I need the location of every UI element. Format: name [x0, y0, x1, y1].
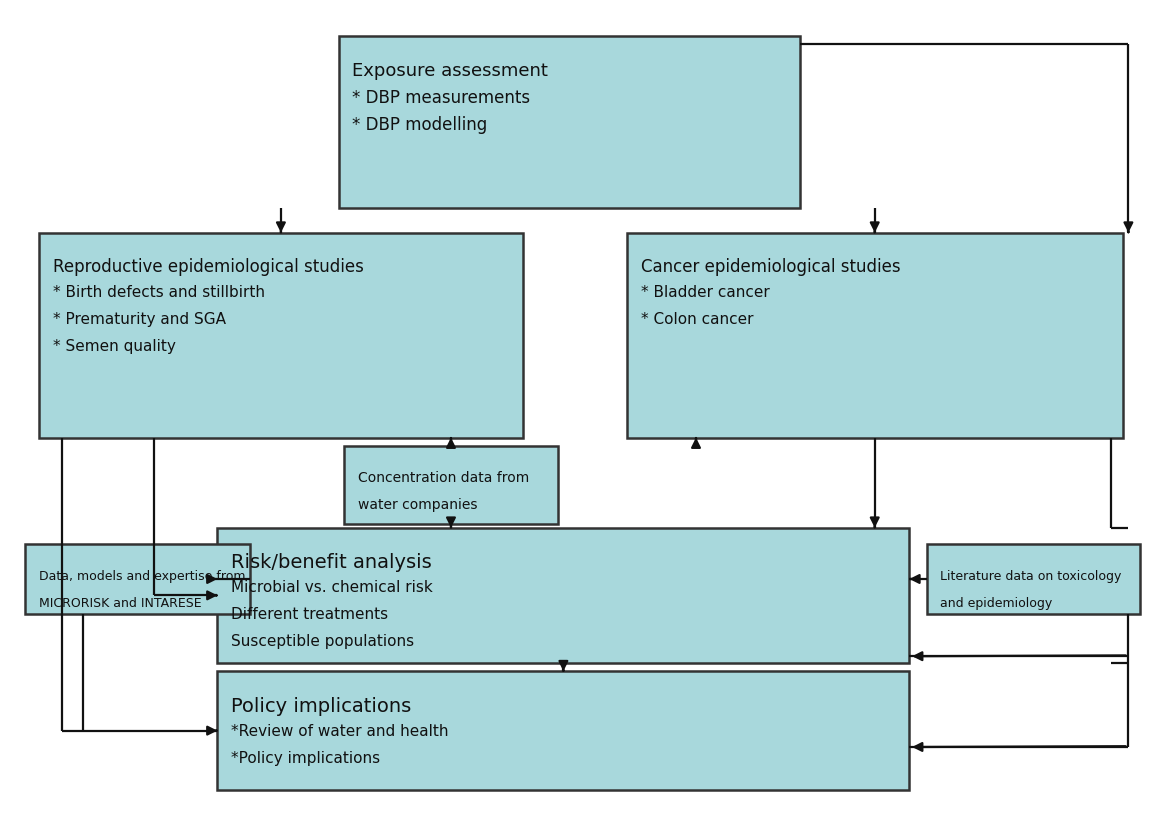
FancyBboxPatch shape [218, 672, 909, 790]
FancyBboxPatch shape [927, 544, 1140, 614]
Text: Risk/benefit analysis: Risk/benefit analysis [231, 552, 432, 571]
Text: * Colon cancer: * Colon cancer [641, 312, 754, 327]
Text: *Review of water and health: *Review of water and health [231, 723, 449, 738]
Text: * DBP modelling: * DBP modelling [353, 116, 488, 133]
FancyBboxPatch shape [25, 544, 250, 614]
Text: * Birth defects and stillbirth: * Birth defects and stillbirth [53, 285, 265, 300]
Text: and epidemiology: and epidemiology [940, 596, 1052, 609]
Text: Concentration data from: Concentration data from [359, 471, 530, 485]
Text: * Semen quality: * Semen quality [53, 339, 176, 354]
FancyBboxPatch shape [339, 37, 799, 209]
Text: * DBP measurements: * DBP measurements [353, 88, 531, 107]
Text: Literature data on toxicology: Literature data on toxicology [940, 569, 1122, 582]
Text: MICRORISK and INTARESE: MICRORISK and INTARESE [39, 596, 202, 609]
Text: Exposure assessment: Exposure assessment [353, 61, 548, 79]
Text: water companies: water companies [359, 498, 478, 512]
Text: * Bladder cancer: * Bladder cancer [641, 285, 769, 300]
Text: Cancer epidemiological studies: Cancer epidemiological studies [641, 258, 900, 276]
Text: Different treatments: Different treatments [231, 607, 388, 622]
FancyBboxPatch shape [627, 233, 1123, 438]
Text: Policy implications: Policy implications [231, 696, 411, 715]
Text: Reproductive epidemiological studies: Reproductive epidemiological studies [53, 258, 363, 276]
Text: Microbial vs. chemical risk: Microbial vs. chemical risk [231, 580, 434, 595]
FancyBboxPatch shape [39, 233, 523, 438]
Text: * Prematurity and SGA: * Prematurity and SGA [53, 312, 225, 327]
FancyBboxPatch shape [345, 447, 558, 524]
Text: Susceptible populations: Susceptible populations [231, 633, 415, 648]
Text: *Policy implications: *Policy implications [231, 750, 381, 765]
FancyBboxPatch shape [218, 528, 909, 663]
Text: Data, models and expertise from: Data, models and expertise from [39, 569, 245, 582]
